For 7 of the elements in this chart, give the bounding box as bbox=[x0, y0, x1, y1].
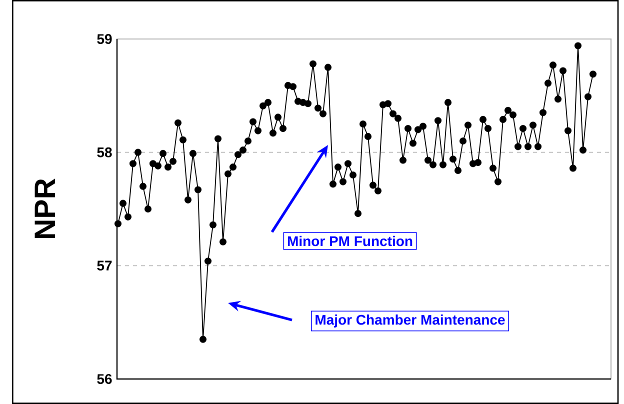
annotation: Major Chamber Maintenance bbox=[316, 314, 505, 328]
y-tick-label: 58 bbox=[97, 147, 112, 158]
y-axis-title: NPR bbox=[34, 178, 55, 238]
y-tick-label: 57 bbox=[97, 260, 112, 271]
annotation: Minor PM Function bbox=[288, 236, 412, 246]
y-tick-label: 56 bbox=[97, 374, 112, 384]
y-tick-label: 59 bbox=[97, 34, 112, 44]
